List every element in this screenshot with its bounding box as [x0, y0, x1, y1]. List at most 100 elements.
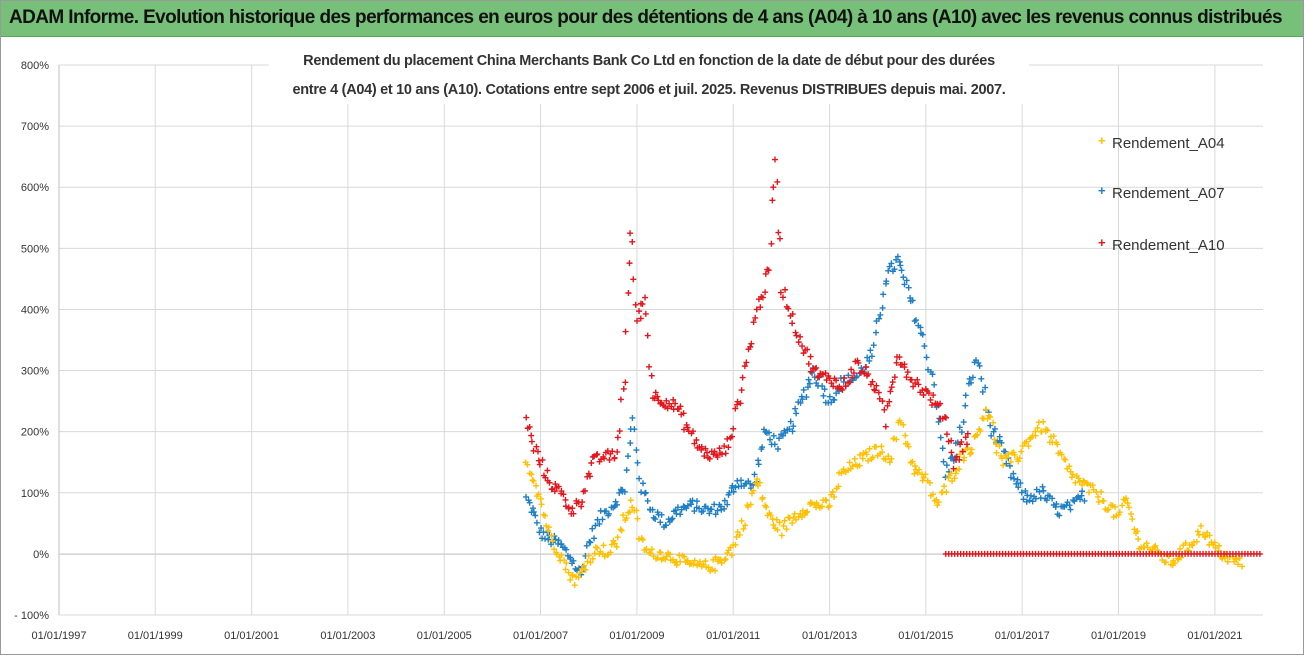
data-point: [909, 458, 916, 465]
data-point: [529, 505, 536, 512]
data-point: [739, 374, 746, 381]
data-point: [623, 467, 630, 474]
data-point: [613, 543, 620, 550]
data-point: [567, 556, 574, 563]
data-point: [533, 482, 540, 489]
data-point: [741, 363, 748, 370]
data-point: [855, 359, 862, 366]
data-point: [912, 380, 919, 387]
data-point: [637, 315, 644, 322]
data-point: [1007, 458, 1014, 465]
data-point: [674, 504, 681, 511]
data-point: [1043, 497, 1050, 504]
data-point: [631, 426, 638, 433]
data-point: [979, 388, 986, 395]
data-point: [872, 387, 879, 394]
data-point: [589, 555, 596, 562]
data-point: [903, 277, 910, 284]
data-point: [811, 365, 818, 372]
data-point: [953, 453, 960, 460]
data-point: [652, 389, 659, 396]
data-point: [1067, 506, 1074, 513]
data-point: [1072, 479, 1079, 486]
data-point: [779, 294, 786, 301]
data-point: [835, 483, 842, 490]
data-point: [622, 328, 629, 335]
x-tick-label: 01/01/2017: [995, 630, 1050, 642]
data-point: [567, 576, 574, 583]
data-point: [714, 507, 721, 514]
data-point: [664, 405, 671, 412]
data-point: [748, 340, 755, 347]
data-point: [768, 240, 775, 247]
data-point: [742, 522, 749, 529]
x-axis-ticks: 01/01/1997 01/01/1999 01/01/2001 01/01/2003…: [31, 630, 1242, 642]
data-point: [1016, 455, 1023, 462]
data-point: [1224, 558, 1231, 565]
data-point: [724, 550, 731, 557]
data-point: [968, 446, 975, 453]
data-point: [555, 483, 562, 490]
data-point: [608, 541, 615, 548]
data-point: [1125, 504, 1132, 511]
data-point: [886, 459, 893, 466]
data-point: [1077, 496, 1084, 503]
data-point: [786, 426, 793, 433]
data-point: [722, 450, 729, 457]
data-point: [545, 536, 552, 543]
data-point: [905, 443, 912, 450]
data-point: [1049, 495, 1056, 502]
data-point: [634, 317, 641, 324]
data-point: [956, 456, 963, 463]
data-point: [528, 471, 535, 478]
data-point: [644, 497, 651, 504]
data-point: [998, 439, 1005, 446]
data-point: [911, 462, 918, 469]
data-point: [644, 332, 651, 339]
data-point: [579, 499, 586, 506]
data-point: [599, 516, 606, 523]
data-point: [545, 527, 552, 534]
legend-marker-a04: +: [1098, 133, 1106, 148]
data-point: [826, 502, 833, 509]
data-point: [791, 510, 798, 517]
chart-title-line1: Rendement du placement China Merchants B…: [303, 53, 995, 69]
data-point: [712, 554, 719, 561]
data-point: [879, 304, 886, 311]
data-point: [736, 531, 743, 538]
data-point: [724, 435, 731, 442]
data-point: [839, 386, 846, 393]
data-point: [617, 396, 624, 403]
data-point: [721, 443, 728, 450]
data-point: [740, 525, 747, 532]
data-point: [774, 526, 781, 533]
data-point: [592, 544, 599, 551]
data-point: [937, 434, 944, 441]
data-point: [1081, 497, 1088, 504]
data-point: [571, 582, 578, 589]
data-point: [528, 432, 535, 439]
data-point: [1050, 433, 1057, 440]
data-point: [647, 550, 654, 557]
data-point: [569, 505, 576, 512]
data-point: [1080, 477, 1087, 484]
data-point: [1177, 545, 1184, 552]
data-point: [867, 347, 874, 354]
data-point: [657, 549, 664, 556]
y-tick-label: 300%: [21, 366, 49, 378]
data-point: [558, 540, 565, 547]
data-point: [915, 381, 922, 388]
data-point: [790, 423, 797, 430]
data-point: [625, 453, 632, 460]
data-point: [951, 475, 958, 482]
data-point: [961, 454, 968, 461]
data-point: [879, 449, 886, 456]
data-point: [627, 497, 634, 504]
data-point: [606, 456, 613, 463]
data-point: [562, 496, 569, 503]
data-point: [763, 504, 770, 511]
data-point: [919, 387, 926, 394]
data-point: [900, 274, 907, 281]
data-point: [897, 262, 904, 269]
legend-marker-a10: +: [1098, 235, 1106, 250]
